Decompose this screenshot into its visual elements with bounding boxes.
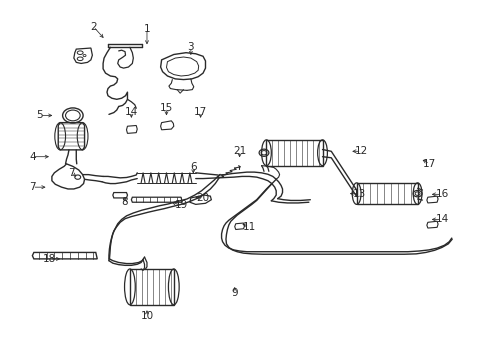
Text: 16: 16 — [434, 189, 447, 199]
Text: 15: 15 — [160, 103, 173, 113]
Text: 1: 1 — [143, 24, 150, 35]
Text: 9: 9 — [231, 288, 238, 298]
Bar — [266, 140, 322, 166]
Text: 3: 3 — [187, 42, 194, 52]
Text: 4: 4 — [29, 152, 36, 162]
Text: 20: 20 — [196, 193, 209, 203]
Text: 2: 2 — [90, 22, 97, 32]
Text: 11: 11 — [242, 222, 256, 231]
Text: 7: 7 — [68, 168, 75, 178]
Text: 13: 13 — [352, 189, 365, 199]
Text: 18: 18 — [43, 254, 56, 264]
Text: 7: 7 — [29, 182, 36, 192]
Bar — [356, 183, 417, 204]
Text: 14: 14 — [434, 215, 447, 224]
Text: 17: 17 — [194, 107, 207, 117]
Text: 21: 21 — [232, 146, 246, 156]
Text: 8: 8 — [122, 197, 128, 207]
Text: 6: 6 — [190, 162, 196, 172]
Text: 12: 12 — [354, 146, 367, 156]
Text: 5: 5 — [36, 111, 43, 121]
Bar — [130, 269, 173, 305]
Text: 14: 14 — [124, 107, 138, 117]
Text: 10: 10 — [140, 311, 153, 321]
Text: 17: 17 — [422, 159, 435, 169]
Text: 19: 19 — [174, 200, 187, 210]
